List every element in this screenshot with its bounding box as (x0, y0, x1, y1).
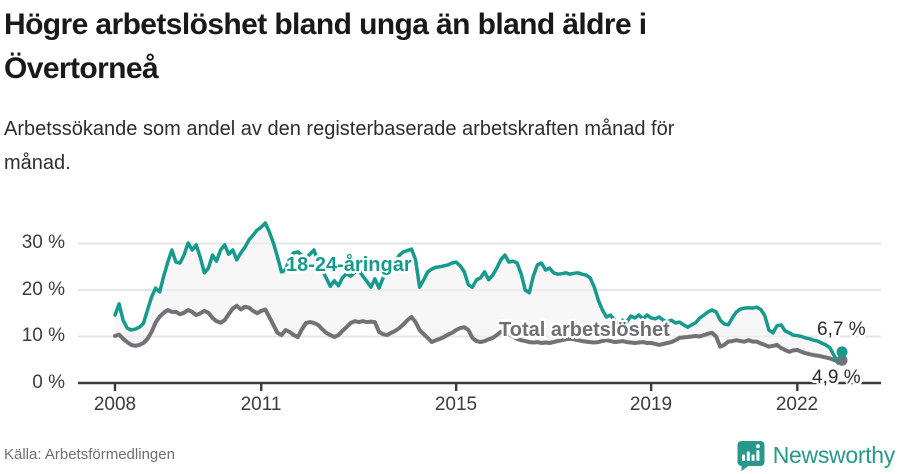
total-end-dot (836, 354, 848, 366)
newsworthy-wordmark: Newsworthy (772, 442, 896, 468)
newsworthy-logo: Newsworthy (735, 440, 895, 471)
x-axis (78, 381, 881, 391)
page-subtitle: Arbetssökande som andel av den registerb… (4, 112, 874, 180)
end-value-total: 4,9 % (812, 367, 861, 388)
x-axis-label-2015: 2015 (434, 394, 478, 415)
total-unemployment-line (113, 303, 844, 364)
page-title-line1: Högre arbetslöshet bland unga än bland ä… (4, 8, 647, 41)
y-axis-label-30: 30 % (21, 232, 65, 253)
x-axis-label-2019: 2019 (629, 394, 673, 415)
page-title: Högre arbetslöshet bland unga än bland ä… (4, 3, 890, 91)
band-fill-between-series (115, 223, 842, 363)
y-axis-label-20: 20 % (21, 279, 65, 300)
series-label-total: Total arbetslöshet (499, 319, 670, 341)
x-axis-label-2022: 2022 (775, 394, 819, 415)
y-axis-label-0: 0 % (32, 372, 65, 393)
y-axis-label-10: 10 % (21, 325, 65, 346)
end-value-youth: 6,7 % (817, 319, 866, 340)
x-axis-label-2011: 2011 (240, 394, 282, 415)
page-subtitle-line2: månad. (4, 152, 71, 174)
page-title-line2: Övertorneå (4, 52, 159, 85)
page-subtitle-line1: Arbetssökande som andel av den registerb… (4, 118, 675, 140)
source-note: Källa: Arbetsförmedlingen (4, 446, 175, 463)
series-label-youth: 18-24-åringar (286, 254, 412, 276)
x-axis-label-2008: 2008 (93, 394, 137, 415)
newsworthy-icon (737, 441, 765, 471)
youth-unemployment-line (113, 221, 844, 365)
youth-end-dot (836, 346, 848, 358)
